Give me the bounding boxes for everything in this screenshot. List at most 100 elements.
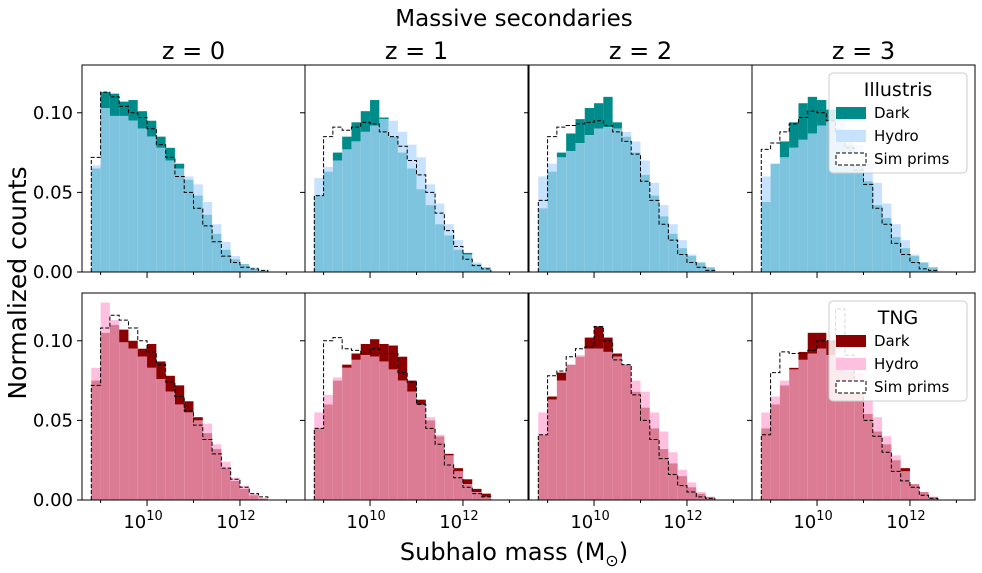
bar-overlap: [444, 235, 454, 272]
bar-dark: [556, 372, 567, 381]
bar-dark: [575, 119, 585, 144]
bar-dark: [184, 401, 194, 413]
bar-hydro: [621, 131, 632, 137]
bar-dark: [779, 141, 790, 158]
bar-dark: [128, 100, 138, 121]
bar-hydro: [640, 391, 650, 408]
bar-dark: [612, 122, 622, 129]
bar-overlap: [462, 484, 473, 500]
bar-overlap: [323, 404, 333, 500]
x-axis-label-close: ): [619, 538, 628, 566]
plot-area: [313, 100, 510, 272]
bar-dark: [128, 340, 138, 349]
bar-dark: [472, 488, 482, 493]
bar-hydro: [538, 176, 548, 209]
bar-dark: [397, 356, 408, 381]
bar-hydro: [221, 461, 231, 469]
bar-dark: [370, 339, 380, 357]
bar-dark: [360, 343, 371, 356]
legend-label: Sim prims: [874, 150, 950, 168]
bar-overlap: [761, 428, 771, 500]
bar-overlap: [351, 141, 361, 272]
bar-overlap: [379, 119, 389, 272]
bar-dark: [603, 337, 613, 352]
bar-overlap: [435, 224, 445, 272]
bar-dark: [342, 364, 352, 368]
bar-overlap: [230, 480, 240, 500]
sim-prims-step: [537, 120, 734, 272]
bar-overlap: [584, 135, 595, 272]
x-tick-label: 1010: [346, 509, 385, 533]
bar-dark: [807, 332, 818, 354]
bar-hydro: [323, 394, 333, 405]
bar-overlap: [761, 201, 771, 272]
bar-overlap: [100, 107, 110, 272]
legend-frame: [828, 72, 968, 174]
bar-hydro: [202, 423, 213, 434]
bar-dark: [174, 163, 185, 169]
bar-overlap: [594, 128, 604, 272]
bar-hydro: [575, 355, 585, 357]
bar-overlap: [314, 428, 324, 500]
bar-dark: [462, 252, 473, 255]
plot-area: [760, 308, 957, 500]
bar-overlap: [556, 157, 567, 272]
bar-overlap: [332, 380, 343, 500]
legend-label: Dark: [874, 104, 910, 122]
bar-hydro: [184, 176, 194, 180]
bar-hydro: [677, 469, 687, 477]
bar-overlap: [603, 351, 613, 500]
x-axis-label-text: Subhalo mass (M: [400, 538, 605, 566]
bar-overlap: [779, 385, 790, 500]
panel-illustris-2: z = 2: [524, 37, 753, 278]
bar-overlap: [472, 264, 482, 272]
bar-overlap: [659, 449, 669, 500]
column-title: z = 3: [832, 37, 895, 65]
bar-hydro: [863, 399, 873, 415]
bar-overlap: [407, 168, 417, 272]
bar-overlap: [909, 484, 920, 500]
bar-dark: [165, 147, 175, 161]
bar-overlap: [128, 348, 138, 500]
bar-overlap: [239, 488, 250, 500]
panel-grid: 0.00 0.05 0.10 z = 0 z = 1 z = 2 z = 3 Illustri…: [33, 37, 976, 533]
bar-overlap: [696, 262, 706, 272]
bar-overlap: [854, 388, 864, 500]
bar-overlap: [882, 217, 892, 272]
bar-overlap: [854, 163, 864, 272]
bar-dark: [444, 453, 454, 456]
bar-overlap: [128, 120, 138, 272]
y-tick-label: 0.10: [33, 331, 73, 352]
y-tick-label: 0.05: [33, 410, 73, 431]
bar-overlap: [677, 476, 687, 500]
bar-overlap: [462, 254, 473, 272]
bar-overlap: [547, 399, 557, 500]
y-tick-label: 0.00: [33, 262, 73, 283]
bar-overlap: [193, 195, 203, 272]
bar-hydro: [407, 144, 417, 169]
bar-dark: [789, 122, 799, 148]
bar-overlap: [425, 420, 436, 500]
panel-tng-6: 1010 1012: [524, 292, 753, 533]
bar-overlap: [668, 463, 678, 500]
bar-hydro: [649, 412, 660, 429]
bar-dark: [119, 101, 129, 116]
bar-hydro: [649, 182, 660, 196]
x-tick-label: 1012: [663, 509, 702, 533]
legend-swatch: [836, 335, 866, 347]
x-tick-label: 1010: [123, 509, 162, 533]
legend-label: Hydro: [874, 127, 919, 145]
bar-overlap: [789, 369, 799, 500]
bar-hydro: [239, 485, 250, 489]
bar-hydro: [882, 203, 892, 218]
bar-hydro: [640, 160, 650, 175]
bar-hydro: [230, 256, 240, 260]
bar-overlap: [547, 171, 557, 272]
bar-dark: [370, 100, 380, 126]
x-tick-label: 1012: [439, 509, 478, 533]
bar-overlap: [566, 150, 576, 272]
bar-dark: [603, 96, 613, 128]
bar-hydro: [435, 434, 445, 437]
sim-prims-step: [760, 308, 957, 500]
bar-dark: [388, 345, 398, 370]
